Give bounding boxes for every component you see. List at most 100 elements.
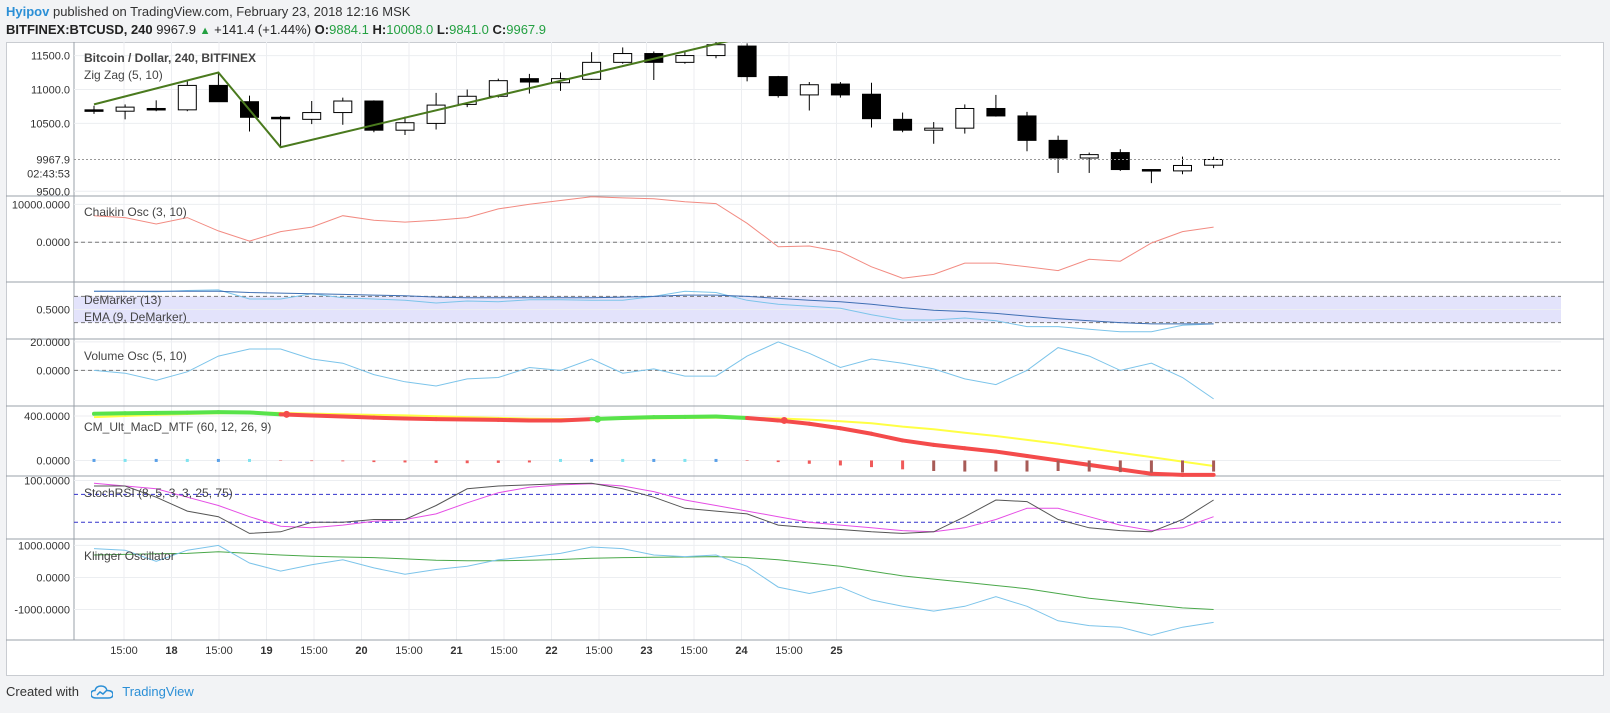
- macd-line-segment: [1087, 462, 1123, 472]
- x-tick-label: 15:00: [395, 645, 423, 657]
- ohlc-line: BITFINEX:BTCUSD, 240 9967.9 ▲ +141.4 (+1…: [6, 22, 546, 37]
- x-tick-label: 23: [640, 645, 652, 657]
- candle-body: [862, 93, 881, 120]
- candle-body: [519, 78, 539, 83]
- candle-body: [364, 100, 384, 131]
- candle-body: [177, 84, 197, 111]
- candle-body: [768, 76, 788, 97]
- macd-line-segment: [1025, 454, 1061, 463]
- macd-line-segment: [1056, 458, 1092, 467]
- candle-body: [1204, 159, 1224, 166]
- y-tick-label: -1000.0000: [14, 605, 70, 617]
- x-tick-label: 15:00: [680, 645, 708, 657]
- macd-histogram-bar: [403, 460, 407, 463]
- candle-body: [302, 112, 322, 120]
- y-tick-label: 0.0000: [36, 237, 70, 249]
- candle-body: [675, 55, 695, 63]
- macd-line-segment: [869, 431, 905, 443]
- bar-countdown-label: 02:43:53: [27, 169, 70, 181]
- series-title: Bitcoin / Dollar, 240, BITFINEX: [84, 51, 256, 65]
- demarker-legend: DeMarker (13): [84, 293, 161, 307]
- macd-histogram-bar: [216, 458, 220, 462]
- tradingview-brand-link[interactable]: TradingView: [122, 684, 194, 699]
- macd-line-segment: [340, 414, 376, 420]
- klinger-legend: Klinger Oscillator: [84, 549, 175, 563]
- klinger-signal-line: [93, 551, 1214, 610]
- macd-line-segment: [962, 446, 998, 454]
- macd-histogram-bar: [776, 460, 780, 463]
- macd-line-segment: [558, 417, 594, 423]
- y-tick-label: 11000.0: [31, 84, 70, 96]
- candle-body: [955, 107, 975, 129]
- macd-histogram-bar: [652, 458, 656, 462]
- macd-histogram-bar: [838, 460, 842, 466]
- candle-body: [208, 84, 228, 103]
- last-price-axis-label: 9967.9: [36, 155, 70, 167]
- macd-line-segment: [993, 449, 1029, 458]
- last-price: 9967.9: [156, 22, 197, 37]
- zigzag-legend: Zig Zag (5, 10): [84, 68, 163, 82]
- candle-body: [1017, 115, 1037, 141]
- macd-histogram-bar: [807, 460, 811, 464]
- close-value: 9967.9: [506, 22, 546, 37]
- high-value: 10008.0: [386, 22, 434, 37]
- author-name[interactable]: Hyipov: [6, 4, 50, 19]
- macd-histogram-bar: [465, 460, 469, 464]
- chart-header: Hyipov published on TradingView.com, Feb…: [6, 0, 1604, 40]
- macd-histogram-bar: [434, 460, 438, 463]
- macd-line-segment: [247, 410, 283, 417]
- chart-area[interactable]: 15:00 18 15:00 19 15:00 20 15:00 21 15:00 22 15:00…: [6, 42, 1604, 676]
- macd-line-segment: [714, 414, 750, 420]
- macd-line-segment: [900, 438, 936, 447]
- macd-histogram-bar: [154, 458, 158, 462]
- candle-body: [986, 107, 1006, 117]
- macd-histogram-bar: [1056, 460, 1060, 471]
- macd-line-segment: [1118, 467, 1154, 476]
- macd-line-segment: [1149, 471, 1185, 477]
- candle-body: [924, 127, 944, 131]
- zigzag-line: [93, 42, 729, 149]
- low-label: L:: [436, 22, 450, 37]
- macd-histogram-bar: [963, 460, 967, 472]
- y-tick-label: 0.5000: [36, 305, 70, 317]
- macd-histogram-bar: [621, 458, 625, 462]
- chart-frame: [6, 42, 1604, 676]
- macd-cross-marker: [594, 415, 602, 423]
- macd-histogram-bar: [92, 458, 96, 462]
- x-tick-label: 18: [165, 645, 177, 657]
- candle-body: [893, 118, 913, 131]
- candle-body: [613, 53, 633, 63]
- price-change: +141.4 (+1.44%): [214, 22, 312, 37]
- y-tick-label: 10500.0: [30, 118, 70, 130]
- low-value: 9841.0: [449, 22, 489, 37]
- candle-body: [830, 83, 850, 96]
- x-tick-label: 20: [355, 645, 367, 657]
- macd-histogram-bar: [341, 460, 345, 462]
- candle-body: [271, 116, 291, 120]
- x-tick-label: 15:00: [300, 645, 328, 657]
- macd-line-segment: [403, 416, 439, 422]
- macd-histogram-bar: [901, 460, 905, 470]
- chaikin-legend: Chaikin Osc (3, 10): [84, 205, 187, 219]
- y-tick-label: 0.0000: [36, 455, 70, 467]
- close-label: C:: [492, 22, 507, 37]
- y-tick-label: 100.0000: [24, 475, 70, 487]
- x-tick-label: 19: [260, 645, 272, 657]
- volume-osc-line: [93, 341, 1214, 400]
- macd-line-segment: [807, 421, 843, 431]
- candle-body: [1079, 154, 1099, 159]
- volume-osc-legend: Volume Osc (5, 10): [84, 349, 187, 363]
- chaikin-line: [93, 196, 1214, 279]
- macd-histogram-bar: [1149, 460, 1153, 473]
- published-text: published on TradingView.com, February 2…: [52, 4, 411, 19]
- candle-body: [737, 45, 757, 78]
- macd-histogram-bar: [559, 458, 562, 462]
- macd-histogram-bar: [994, 460, 998, 472]
- macd-cross-marker: [780, 416, 788, 424]
- macd-histogram-bar: [372, 460, 376, 463]
- macd-histogram-bar: [123, 458, 127, 462]
- y-tick-label: 0.0000: [36, 572, 70, 584]
- candle-body: [115, 106, 135, 112]
- created-with-label: Created with: [6, 684, 79, 699]
- y-tick-label: 10000.0000: [12, 199, 70, 211]
